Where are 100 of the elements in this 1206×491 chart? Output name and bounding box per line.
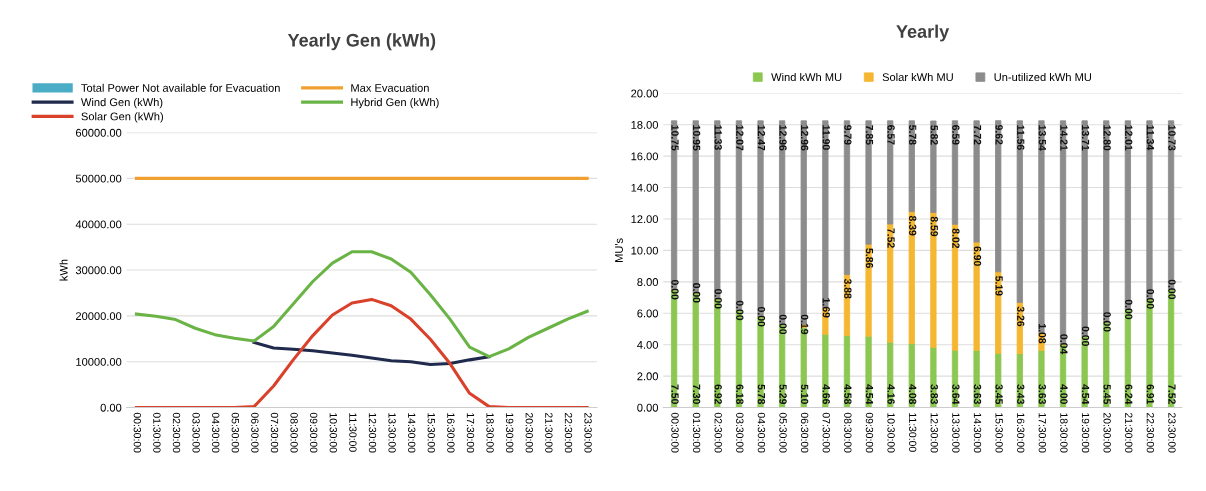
y-tick-label: 12.00 xyxy=(631,215,659,224)
data-label: 3.45 xyxy=(995,384,1003,405)
x-tick-label: 12:30:00 xyxy=(930,413,938,453)
x-tick-label: 05:30:00 xyxy=(779,412,787,453)
data-label: 14.21 xyxy=(1060,125,1068,151)
x-tick-label: 01:30:00 xyxy=(692,412,701,453)
x-tick-label: 08:30:00 xyxy=(290,412,298,453)
data-label: 8.02 xyxy=(952,228,960,249)
x-tick-label: 21:30:00 xyxy=(545,412,553,453)
data-label: 5.78 xyxy=(757,384,766,405)
data-label: 10.75 xyxy=(671,125,679,151)
x-tick-label: 16:30:00 xyxy=(447,413,455,453)
data-label: 0.00 xyxy=(1081,326,1090,346)
y-tick-label: 0.00 xyxy=(637,403,659,412)
data-label: 0.00 xyxy=(779,314,787,335)
data-label: 3.26 xyxy=(1017,306,1025,327)
x-tick-label: 09:30:00 xyxy=(865,412,874,453)
data-label: 7.52 xyxy=(1168,384,1176,404)
x-tick-label: 21:30:00 xyxy=(1125,412,1133,453)
x-tick-label: 19:30:00 xyxy=(1081,413,1090,453)
data-label: 6.59 xyxy=(952,125,960,145)
data-label: 7.30 xyxy=(692,384,701,404)
data-label: 1.69 xyxy=(822,298,830,318)
data-label: 6.91 xyxy=(1146,384,1155,405)
data-label: 12.80 xyxy=(1103,125,1111,151)
y-tick-label: 20.00 xyxy=(631,89,659,98)
data-label: 12.01 xyxy=(1125,125,1133,151)
data-label: 5.82 xyxy=(930,125,938,145)
data-label: 0.19 xyxy=(800,314,809,335)
data-label: 5.10 xyxy=(800,384,809,404)
data-label: 0.00 xyxy=(1168,279,1176,300)
x-tick-label: 10:30:00 xyxy=(887,413,895,453)
data-label: 12.07 xyxy=(736,125,744,151)
data-label: 9.79 xyxy=(844,125,852,145)
data-label: 4.58 xyxy=(844,384,852,405)
data-label: 4.66 xyxy=(822,384,830,405)
y-tick-label: 40000.00 xyxy=(75,220,122,229)
data-label: 3.83 xyxy=(930,384,938,405)
data-label: 6.24 xyxy=(1125,384,1133,405)
data-label: 5.78 xyxy=(908,125,917,145)
y-tick-label: 10000.00 xyxy=(76,357,122,366)
x-tick-label: 09:30:00 xyxy=(310,412,318,453)
data-label: 5.29 xyxy=(779,384,787,404)
data-label: 10.95 xyxy=(692,125,701,151)
data-label: 8.59 xyxy=(930,216,938,237)
x-tick-label: 11:30:00 xyxy=(908,413,917,452)
data-label: 3.63 xyxy=(973,384,982,405)
data-label: 11.33 xyxy=(714,125,722,150)
data-label: 11.90 xyxy=(822,125,830,150)
data-label: 9.62 xyxy=(995,124,1003,145)
x-tick-label: 00:30:00 xyxy=(671,412,679,453)
y-tick-label: 18.00 xyxy=(631,120,659,129)
x-tick-label: 22:30:00 xyxy=(1146,412,1155,453)
x-tick-label: 15:30:00 xyxy=(995,413,1003,453)
x-tick-label: 19:30:00 xyxy=(505,413,514,453)
y-tick-label: 20000.00 xyxy=(75,312,122,321)
x-tick-label: 03:30:00 xyxy=(192,412,200,453)
y-tick-label: 0.00 xyxy=(100,403,122,412)
x-tick-label: 17:30:00 xyxy=(466,413,475,453)
x-tick-label: 06:30:00 xyxy=(251,412,259,453)
data-label: 13.71 xyxy=(1081,125,1090,151)
data-label: 5.45 xyxy=(1103,384,1111,405)
data-label: 10.73 xyxy=(1168,125,1176,151)
x-tick-label: 04:30:00 xyxy=(212,412,220,453)
y-tick-label: 6.00 xyxy=(637,309,659,318)
y-axis-title: kWh xyxy=(59,259,68,281)
data-label: 0.00 xyxy=(671,279,679,300)
y-tick-label: 16.00 xyxy=(631,152,659,161)
x-tick-label: 23:30:00 xyxy=(584,412,592,453)
legend-label: Hybrid Gen (kWh) xyxy=(351,97,439,109)
x-tick-label: 11:30:00 xyxy=(349,413,357,452)
x-tick-label: 01:30:00 xyxy=(153,412,161,453)
data-label: 0.00 xyxy=(1125,299,1133,320)
legend-label: Un-utilized kWh MU xyxy=(994,72,1092,82)
data-label: 7.50 xyxy=(671,384,679,404)
legend-label: Solar kWh MU xyxy=(882,72,953,82)
chart-title: Yearly xyxy=(896,24,950,42)
x-tick-label: 20:30:00 xyxy=(525,412,533,453)
x-tick-label: 10:30:00 xyxy=(329,413,337,453)
x-tick-label: 07:30:00 xyxy=(822,412,830,453)
x-tick-label: 18:30:00 xyxy=(486,413,494,453)
data-label: 6.18 xyxy=(736,384,744,405)
x-tick-label: 16:30:00 xyxy=(1017,413,1025,453)
data-label: 12.96 xyxy=(779,125,787,151)
y-tick-label: 2.00 xyxy=(637,372,659,381)
data-label: 5.86 xyxy=(865,248,874,268)
data-label: 3.43 xyxy=(1017,384,1025,405)
x-tick-label: 03:30:00 xyxy=(736,412,744,453)
legend-label: Max Evacuation xyxy=(351,83,429,92)
data-label: 6.57 xyxy=(887,125,895,145)
data-label: 1.08 xyxy=(1038,324,1047,344)
data-label: 5.19 xyxy=(995,276,1003,296)
x-tick-label: 15:30:00 xyxy=(427,413,435,453)
data-label: 4.08 xyxy=(908,384,917,405)
data-label: 8.39 xyxy=(908,215,917,236)
x-tick-label: 14:30:00 xyxy=(973,413,982,453)
x-tick-label: 18:30:00 xyxy=(1060,413,1068,453)
y-tick-label: 50000.00 xyxy=(75,174,122,183)
data-label: 3.64 xyxy=(952,384,960,405)
data-label: 0.04 xyxy=(1060,334,1068,355)
